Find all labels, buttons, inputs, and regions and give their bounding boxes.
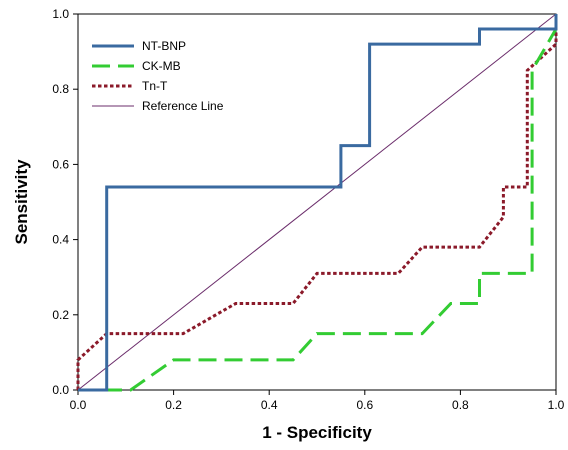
x-axis-label: 1 - Specificity <box>262 423 372 442</box>
y-tick-label: 0.8 <box>52 82 69 96</box>
y-tick-label: 0.0 <box>52 383 69 397</box>
legend-label-tn-t: Tn-T <box>142 79 168 93</box>
legend-label-nt-bnp: NT-BNP <box>142 39 186 53</box>
x-axis-ticks: 0.0 0.2 0.4 0.6 0.8 1.0 <box>70 390 565 412</box>
y-axis-label: Sensitivity <box>12 159 31 245</box>
x-tick-label: 0.6 <box>356 398 373 412</box>
legend-label-reference-line: Reference Line <box>142 99 224 113</box>
plot-area <box>77 13 557 391</box>
series-line-nt-bnp <box>78 14 558 392</box>
legend-label-ck-mb: CK-MB <box>142 59 181 73</box>
legend: NT-BNP CK-MB Tn-T Reference Line <box>92 39 224 113</box>
x-tick-label: 0.0 <box>70 398 87 412</box>
series-line-reference-line <box>77 13 557 391</box>
series-line-ck-mb <box>78 14 558 392</box>
y-tick-label: 0.6 <box>52 157 69 171</box>
y-axis-ticks: 0.0 0.2 0.4 0.6 0.8 1.0 <box>52 7 78 397</box>
y-tick-label: 1.0 <box>52 7 69 21</box>
x-tick-label: 0.4 <box>261 398 278 412</box>
series-line-tn-t <box>76 14 558 390</box>
x-tick-label: 0.8 <box>452 398 469 412</box>
series-layer <box>76 13 558 392</box>
x-tick-label: 1.0 <box>548 398 565 412</box>
y-tick-label: 0.2 <box>52 308 69 322</box>
y-tick-label: 0.4 <box>52 233 69 247</box>
plot-frame <box>77 13 557 391</box>
x-tick-label: 0.2 <box>165 398 182 412</box>
